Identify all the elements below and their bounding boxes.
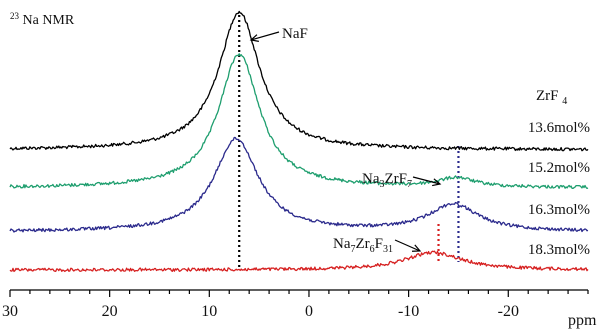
series-layer — [9, 10, 589, 273]
series-line — [9, 10, 589, 152]
legend-title-sub: 4 — [562, 96, 567, 107]
x-tick-label: -10 — [398, 303, 419, 320]
annotation-label: Na3ZrF7 — [362, 171, 412, 190]
legend-title-base: ZrF — [536, 88, 559, 104]
series-label: 15.2mol% — [528, 160, 590, 176]
annotation-label: Na7Zr6F31 — [333, 236, 393, 255]
annotation-arrow — [250, 31, 280, 41]
x-tick-label: -20 — [498, 303, 519, 320]
x-axis-label: ppm — [568, 312, 597, 329]
nucleus-mass: 23 — [10, 11, 20, 21]
reference-lines — [238, 15, 460, 270]
annotation-arrowhead — [432, 178, 442, 187]
annotation-arrow — [412, 176, 441, 185]
x-ticks: 30 20 10 0 -10 -20 — [2, 290, 589, 320]
annotation-label: NaF — [282, 26, 308, 42]
nucleus-name: Na NMR — [23, 13, 75, 28]
annotation-arrow — [394, 239, 421, 252]
nucleus-label: 23 Na NMR — [10, 8, 75, 28]
annotation-arrowhead — [411, 244, 422, 252]
series-line — [9, 136, 589, 233]
x-axis: 30 20 10 0 -10 -20 ppm — [2, 289, 597, 329]
x-tick-label: 20 — [102, 303, 118, 320]
series-line — [9, 250, 589, 273]
series-label: 18.3mol% — [528, 242, 590, 258]
annotations: NaF Na3ZrF7 Na7Zr6F31 — [249, 26, 442, 255]
annotation-arrowhead — [249, 34, 259, 42]
legend-title: ZrF 4 — [536, 88, 567, 107]
series-label: 16.3mol% — [528, 202, 590, 218]
x-tick-label: 30 — [2, 303, 18, 320]
x-tick-label: 10 — [201, 303, 217, 320]
series-line — [9, 53, 589, 190]
x-tick-label: 0 — [305, 303, 313, 320]
series-label: 13.6mol% — [528, 120, 590, 136]
series-labels: 13.6mol% 15.2mol% 16.3mol% 18.3mol% — [528, 120, 590, 258]
plot-area: 13.6mol% 15.2mol% 16.3mol% 18.3mol% NaF Na3Z… — [9, 10, 590, 273]
